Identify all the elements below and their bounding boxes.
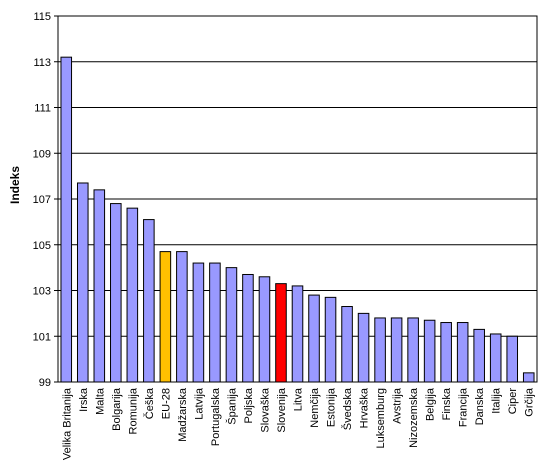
y-tick-label: 99 <box>39 377 51 389</box>
y-tick-label: 109 <box>33 148 51 160</box>
x-tick-label: Švedska <box>341 387 354 430</box>
x-tick-label: Finska <box>441 387 453 420</box>
bar-estonija <box>324 296 337 383</box>
bar-danska <box>473 328 485 383</box>
bar-slovenija <box>275 283 287 383</box>
x-tick-label: Francija <box>458 387 470 427</box>
x-tick-label: Poljska <box>243 387 255 423</box>
x-tick-label: Luksemburg <box>375 388 387 449</box>
bar-eu-28 <box>159 251 172 383</box>
x-tick-label: Nizozemska <box>408 387 420 448</box>
bar--vedska <box>341 306 353 383</box>
y-tick-label: 105 <box>33 240 51 252</box>
bar-luksemburg <box>374 317 386 383</box>
bar-nem-ija <box>308 294 320 383</box>
bar-hrva-ka <box>357 312 370 383</box>
x-tick-label: EU-28 <box>160 388 172 419</box>
bar--panija <box>225 267 238 383</box>
x-tick-label: Malta <box>94 387 106 415</box>
x-tick-label: Belgija <box>425 387 437 421</box>
y-tick-label: 115 <box>33 11 51 23</box>
bar-avstrija <box>390 317 403 383</box>
bar-malta <box>93 189 106 383</box>
bar-velika-britanija <box>60 56 73 383</box>
x-tick-label: Litva <box>293 387 305 411</box>
x-tick-label: Romunija <box>127 387 139 434</box>
bar-slova-ka <box>258 276 271 383</box>
bar-belgija <box>423 319 436 383</box>
x-tick-label: Slovaška <box>259 387 271 433</box>
bar-francija <box>456 322 469 383</box>
bar-mad-arska <box>176 251 188 383</box>
y-tick-label: 113 <box>33 57 51 69</box>
x-tick-label: Španija <box>225 387 238 425</box>
x-tick-label: Portugalska <box>210 387 222 446</box>
bar-portugalska <box>209 262 221 383</box>
y-tick-label: 101 <box>33 331 51 343</box>
bar-ciper <box>506 335 519 383</box>
x-tick-label: Madžarska <box>177 387 189 442</box>
bar--e-ka <box>143 219 155 383</box>
x-tick-label: Velika Britanija <box>61 387 73 460</box>
x-tick-labels: Velika Britanija Irska Malta Bolgarija Romun… <box>61 387 535 460</box>
bar-latvija <box>192 262 205 383</box>
x-tick-label: Danska <box>474 387 486 425</box>
x-tick-label: Ciper <box>507 388 519 415</box>
bar-finska <box>440 322 452 383</box>
x-tick-label: Hrvaška <box>359 387 371 428</box>
y-tick-label: 107 <box>33 194 51 206</box>
x-tick-label: Bolgarija <box>111 387 123 431</box>
bar-irska <box>76 182 89 383</box>
y-axis-label: Indeks <box>8 166 22 204</box>
x-tick-label: Grčija <box>524 387 536 417</box>
x-tick-label: Češka <box>143 387 156 419</box>
x-tick-label: Avstrija <box>392 387 404 424</box>
y-tick-label: 103 <box>33 286 51 298</box>
y-tick-labels: 99 101 103 105 107 109 111 113 115 <box>33 11 51 389</box>
bar-bolgarija <box>110 203 122 383</box>
x-tick-label: Nemčija <box>309 387 321 428</box>
bar-romunija <box>126 207 139 383</box>
x-tick-label: Slovenija <box>276 387 288 433</box>
x-tick-label: Estonija <box>326 387 338 427</box>
bar-litva <box>291 285 304 383</box>
bars <box>60 56 535 383</box>
bar-gr-ija <box>522 372 535 383</box>
bar-poljska <box>242 273 254 383</box>
y-tick-label: 111 <box>34 103 51 115</box>
plot-frame <box>57 15 538 383</box>
x-tick-label: Italija <box>491 387 503 414</box>
x-tick-label: Irska <box>78 387 90 412</box>
bar-nizozemska <box>407 317 419 383</box>
x-tick-label: Latvija <box>193 387 205 420</box>
bar-italija <box>489 333 502 383</box>
